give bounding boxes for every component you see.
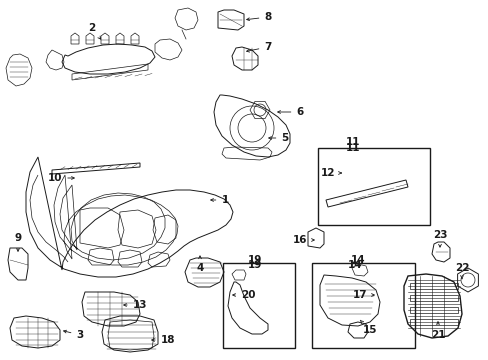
Text: 14: 14 xyxy=(350,255,365,265)
Text: 16: 16 xyxy=(292,235,314,245)
Bar xyxy=(317,148,429,225)
Text: 10: 10 xyxy=(48,173,74,183)
Text: 8: 8 xyxy=(246,12,271,22)
Text: 3: 3 xyxy=(63,330,83,340)
Text: 19: 19 xyxy=(247,260,262,270)
Text: 21: 21 xyxy=(430,322,445,340)
Text: 6: 6 xyxy=(277,107,303,117)
Text: 2: 2 xyxy=(88,23,101,39)
Text: 5: 5 xyxy=(268,133,288,143)
Text: 14: 14 xyxy=(347,260,362,270)
Text: 23: 23 xyxy=(432,230,447,247)
Text: 17: 17 xyxy=(352,290,373,300)
Text: 15: 15 xyxy=(360,320,376,335)
Text: 4: 4 xyxy=(196,256,203,273)
Bar xyxy=(223,263,294,348)
Text: 7: 7 xyxy=(246,42,271,52)
Text: 13: 13 xyxy=(123,300,147,310)
Bar xyxy=(311,263,414,348)
Text: 11: 11 xyxy=(345,143,360,153)
Text: 18: 18 xyxy=(151,335,175,345)
Text: 22: 22 xyxy=(454,263,468,279)
Text: 11: 11 xyxy=(345,137,360,147)
Text: 12: 12 xyxy=(320,168,341,178)
Text: 9: 9 xyxy=(15,233,21,251)
Text: 1: 1 xyxy=(210,195,228,205)
Text: 20: 20 xyxy=(232,290,255,300)
Text: 19: 19 xyxy=(247,255,262,265)
